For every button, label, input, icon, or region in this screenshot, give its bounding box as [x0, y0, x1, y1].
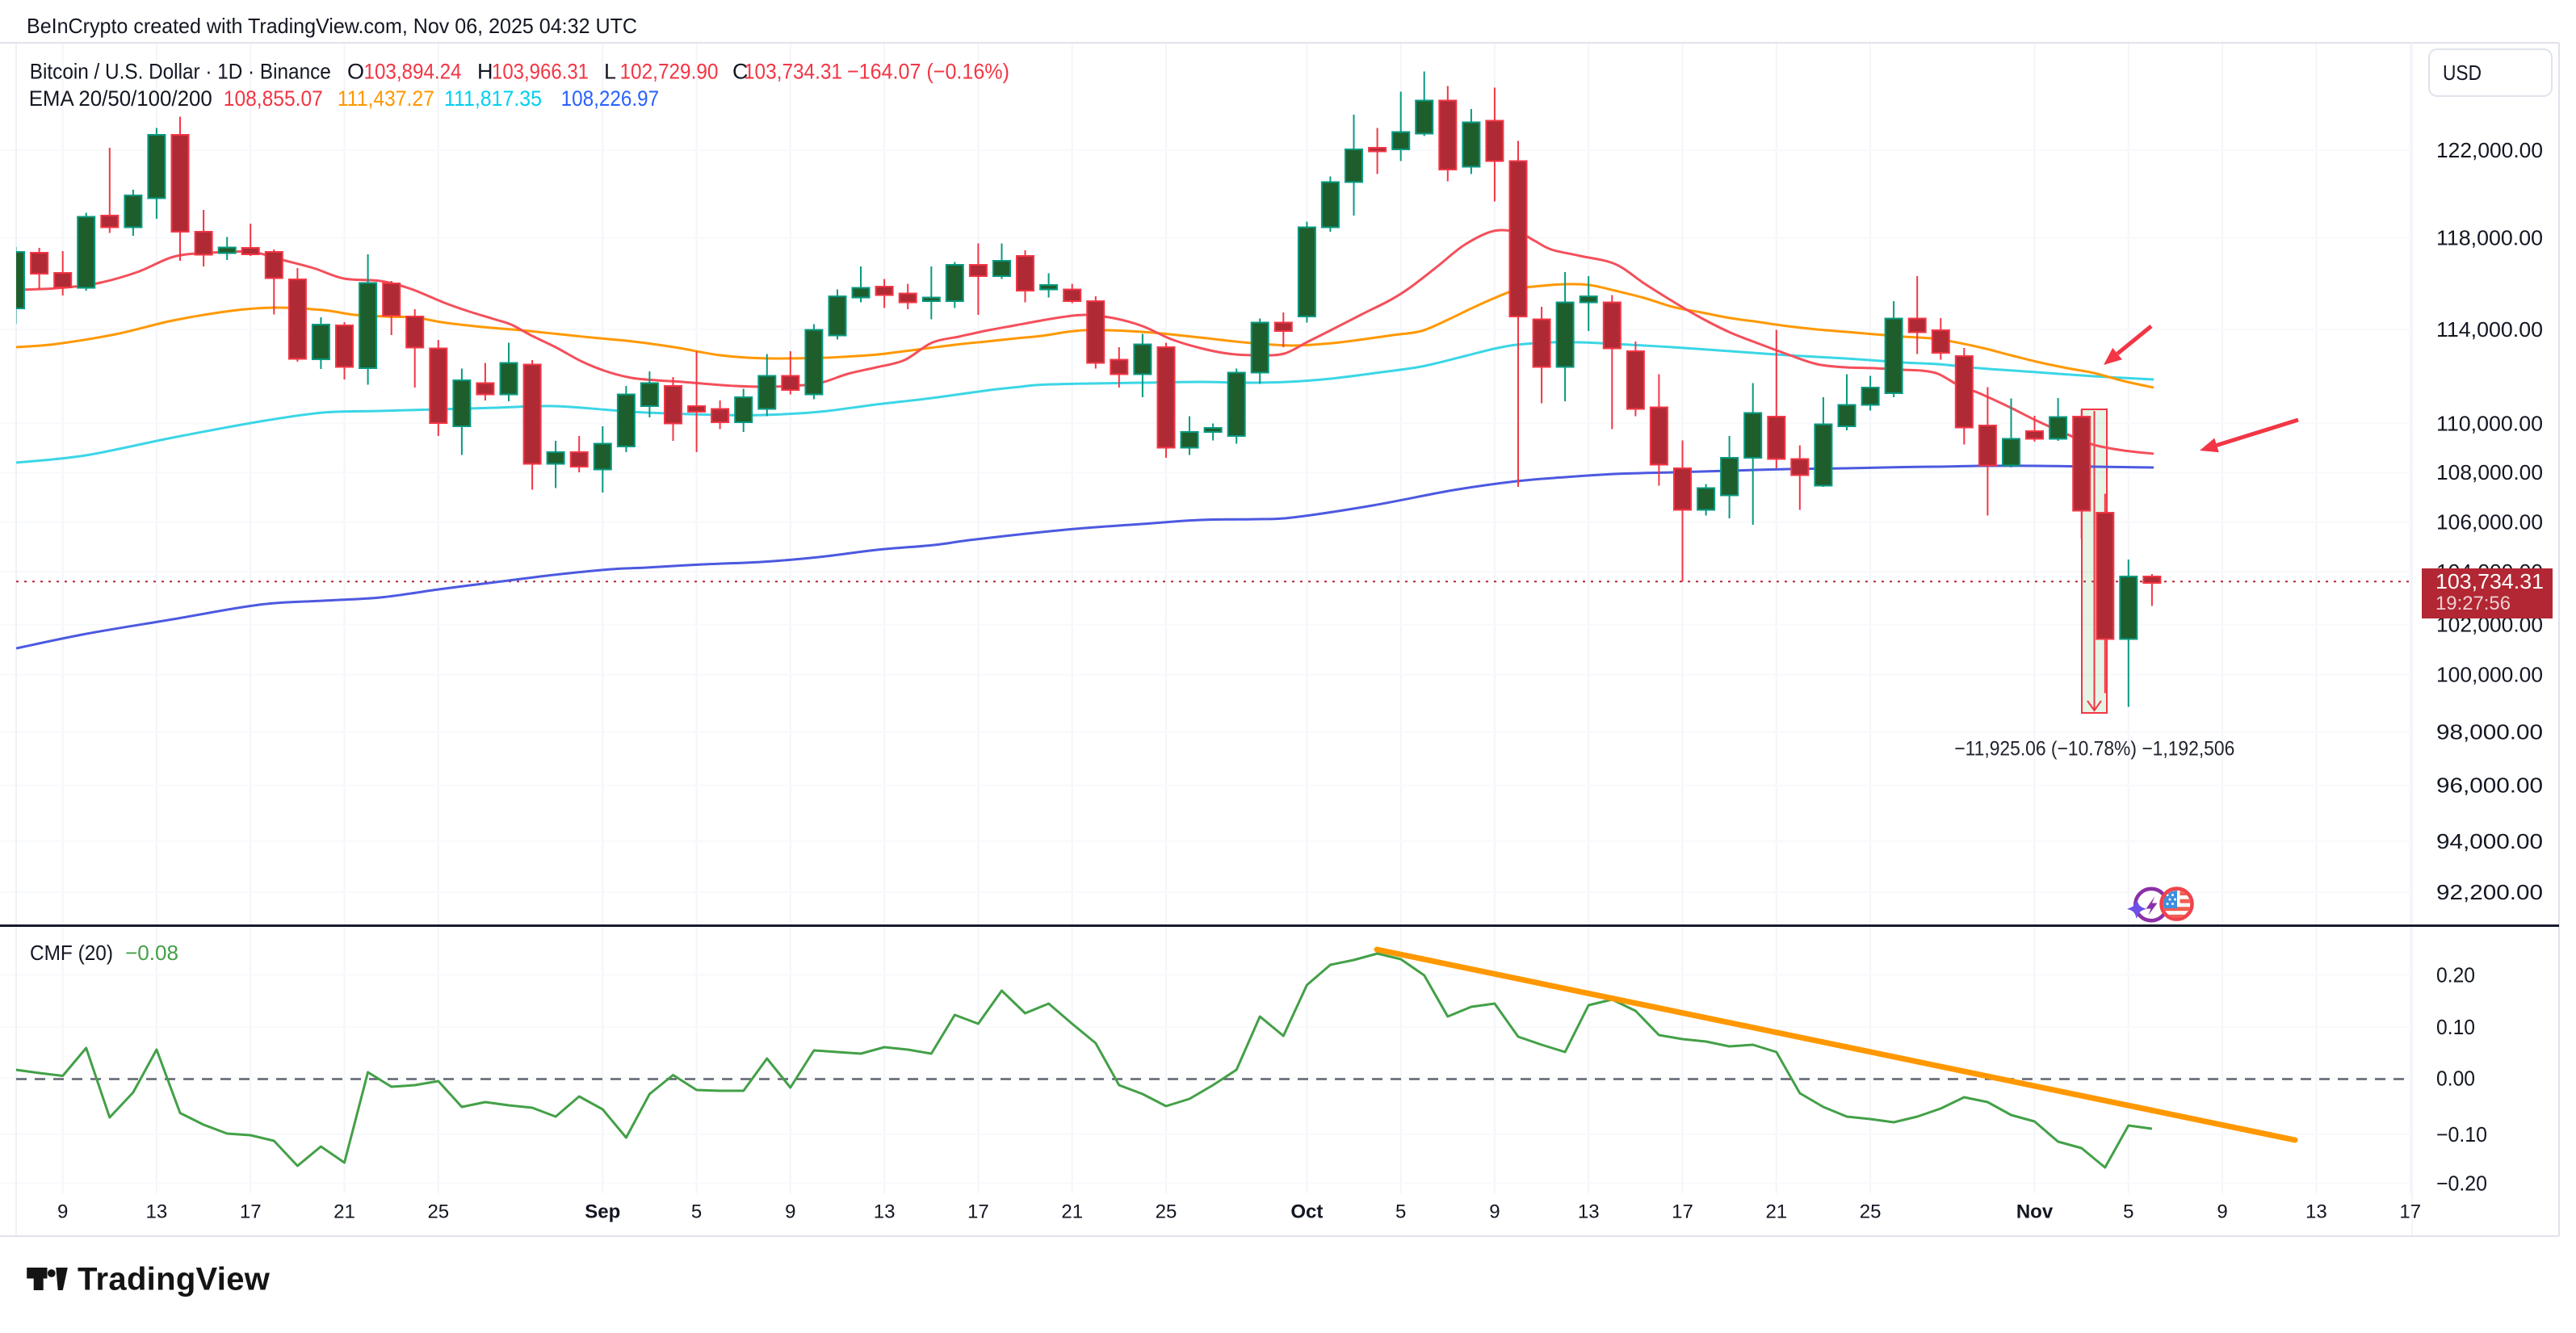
svg-text:17: 17: [2399, 1201, 2421, 1223]
svg-text:5: 5: [2123, 1201, 2133, 1223]
svg-text:103,734.31: 103,734.31: [2435, 569, 2544, 593]
svg-text:21: 21: [1061, 1201, 1083, 1223]
svg-text:17: 17: [240, 1201, 262, 1223]
svg-text:122,000.00: 122,000.00: [2436, 138, 2543, 162]
svg-text:Bitcoin / U.S. Dollar · 1D · B: Bitcoin / U.S. Dollar · 1D · Binance: [30, 60, 331, 84]
svg-text:9: 9: [785, 1201, 795, 1223]
svg-text:25: 25: [427, 1201, 449, 1223]
svg-text:−11,925.06 (−10.78%) −1,192,50: −11,925.06 (−10.78%) −1,192,506: [1954, 738, 2234, 761]
svg-text:TradingView: TradingView: [78, 1262, 271, 1297]
svg-text:17: 17: [967, 1201, 989, 1223]
svg-text:21: 21: [334, 1201, 355, 1223]
svg-text:9: 9: [2217, 1201, 2227, 1223]
svg-text:−0.08: −0.08: [125, 941, 178, 965]
svg-text:98,000.00: 98,000.00: [2436, 720, 2543, 744]
svg-text:92,200.00: 92,200.00: [2436, 880, 2543, 904]
svg-text:111,817.35: 111,817.35: [444, 86, 542, 111]
svg-text:103,734.31: 103,734.31: [744, 60, 842, 84]
svg-text:H: H: [477, 60, 493, 84]
svg-text:CMF (20): CMF (20): [30, 941, 113, 965]
svg-text:0.20: 0.20: [2436, 962, 2475, 987]
svg-text:25: 25: [1860, 1201, 1882, 1223]
svg-text:103,894.24: 103,894.24: [364, 60, 462, 84]
svg-text:Nov: Nov: [2016, 1201, 2054, 1223]
svg-text:O: O: [347, 60, 364, 84]
svg-text:21: 21: [1765, 1201, 1787, 1223]
svg-text:94,000.00: 94,000.00: [2436, 829, 2543, 853]
svg-text:0.00: 0.00: [2436, 1066, 2475, 1090]
svg-text:C: C: [732, 60, 749, 84]
svg-text:0.10: 0.10: [2436, 1015, 2475, 1039]
svg-text:BeInCrypto created with Tradin: BeInCrypto created with TradingView.com,…: [27, 14, 637, 38]
svg-text:−164.07 (−0.16%): −164.07 (−0.16%): [847, 60, 1009, 84]
svg-text:106,000.00: 106,000.00: [2436, 510, 2543, 534]
svg-text:EMA 20/50/100/200: EMA 20/50/100/200: [29, 86, 212, 111]
svg-text:Oct: Oct: [1290, 1201, 1323, 1223]
svg-text:118,000.00: 118,000.00: [2436, 225, 2543, 249]
svg-text:−0.20: −0.20: [2436, 1172, 2487, 1196]
svg-text:110,000.00: 110,000.00: [2436, 411, 2543, 435]
svg-text:5: 5: [691, 1201, 702, 1223]
svg-text:108,226.97: 108,226.97: [561, 86, 660, 111]
svg-text:19:27:56: 19:27:56: [2435, 593, 2511, 614]
svg-text:103,966.31: 103,966.31: [492, 60, 589, 84]
svg-text:5: 5: [1395, 1201, 1406, 1223]
svg-text:108,000.00: 108,000.00: [2436, 460, 2543, 484]
svg-text:13: 13: [1578, 1201, 1600, 1223]
svg-text:17: 17: [1672, 1201, 1693, 1223]
svg-text:9: 9: [57, 1201, 68, 1223]
svg-text:USD: USD: [2443, 61, 2482, 85]
svg-text:13: 13: [146, 1201, 168, 1223]
svg-text:13: 13: [2305, 1201, 2327, 1223]
svg-text:−0.10: −0.10: [2436, 1122, 2487, 1146]
svg-text:100,000.00: 100,000.00: [2436, 663, 2543, 687]
svg-text:L: L: [604, 60, 616, 84]
svg-text:13: 13: [874, 1201, 896, 1223]
svg-text:96,000.00: 96,000.00: [2436, 773, 2543, 798]
svg-text:9: 9: [1489, 1201, 1500, 1223]
svg-text:102,729.90: 102,729.90: [620, 60, 719, 84]
svg-text:114,000.00: 114,000.00: [2436, 317, 2543, 342]
svg-text:108,855.07: 108,855.07: [224, 86, 323, 111]
svg-text:111,437.27: 111,437.27: [338, 86, 434, 111]
svg-text:25: 25: [1156, 1201, 1177, 1223]
svg-text:Sep: Sep: [585, 1201, 620, 1223]
